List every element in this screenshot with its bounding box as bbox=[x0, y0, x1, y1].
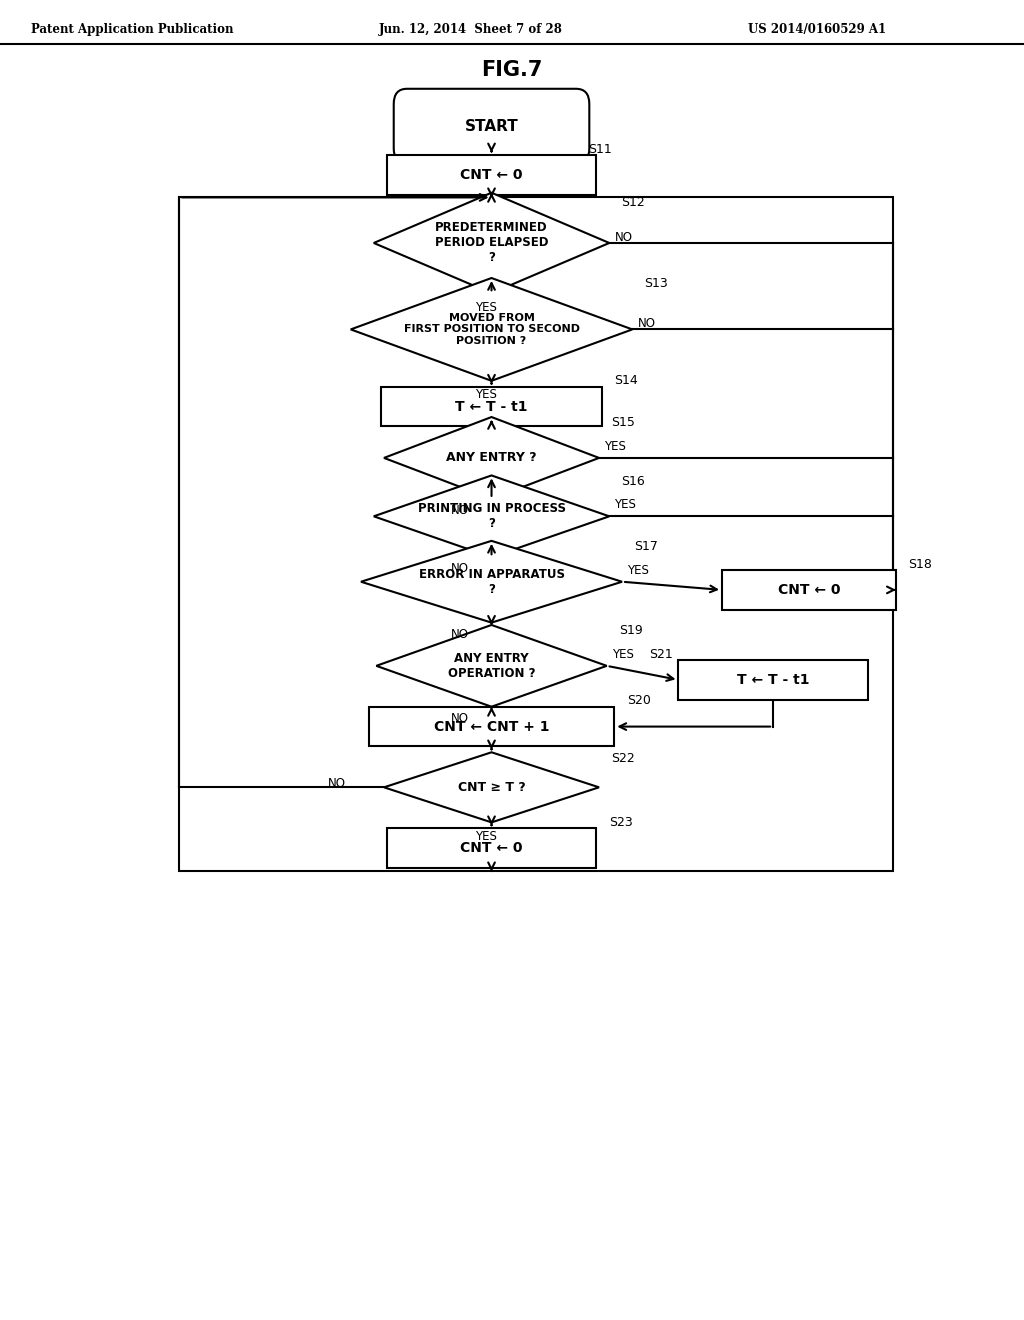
Text: YES: YES bbox=[627, 564, 649, 577]
Text: S22: S22 bbox=[611, 751, 635, 764]
Polygon shape bbox=[384, 752, 599, 822]
Text: CNT ← 0: CNT ← 0 bbox=[460, 168, 523, 182]
Bar bbox=[678, 660, 867, 700]
Text: NO: NO bbox=[451, 711, 469, 725]
Text: CNT ≥ T ?: CNT ≥ T ? bbox=[458, 781, 525, 793]
Polygon shape bbox=[374, 475, 609, 557]
Text: S20: S20 bbox=[627, 694, 650, 708]
FancyBboxPatch shape bbox=[393, 88, 589, 164]
Text: Patent Application Publication: Patent Application Publication bbox=[31, 22, 233, 36]
Text: ERROR IN APPARATUS
?: ERROR IN APPARATUS ? bbox=[419, 568, 564, 595]
Text: YES: YES bbox=[475, 301, 498, 314]
Text: MOVED FROM
FIRST POSITION TO SECOND
POSITION ?: MOVED FROM FIRST POSITION TO SECOND POSI… bbox=[403, 313, 580, 346]
Text: YES: YES bbox=[614, 498, 636, 511]
Text: PRINTING IN PROCESS
?: PRINTING IN PROCESS ? bbox=[418, 503, 565, 531]
Text: S19: S19 bbox=[618, 624, 643, 638]
Text: YES: YES bbox=[604, 440, 626, 453]
Text: S16: S16 bbox=[622, 475, 645, 488]
Text: FIG.7: FIG.7 bbox=[481, 61, 543, 81]
Text: S18: S18 bbox=[908, 558, 932, 570]
Bar bbox=[381, 387, 602, 426]
Text: S17: S17 bbox=[634, 540, 658, 553]
Text: YES: YES bbox=[475, 388, 498, 401]
Text: S23: S23 bbox=[608, 816, 633, 829]
Bar bbox=[387, 156, 596, 195]
Text: YES: YES bbox=[475, 830, 498, 843]
Text: Jun. 12, 2014  Sheet 7 of 28: Jun. 12, 2014 Sheet 7 of 28 bbox=[379, 22, 563, 36]
Polygon shape bbox=[384, 417, 599, 499]
Text: YES: YES bbox=[612, 648, 634, 660]
Text: S13: S13 bbox=[645, 277, 669, 290]
Polygon shape bbox=[360, 541, 622, 623]
Text: S14: S14 bbox=[614, 375, 638, 387]
Polygon shape bbox=[350, 279, 632, 380]
Text: US 2014/0160529 A1: US 2014/0160529 A1 bbox=[748, 22, 886, 36]
Text: NO: NO bbox=[451, 562, 469, 576]
Text: S12: S12 bbox=[622, 195, 645, 209]
Text: START: START bbox=[465, 119, 518, 133]
Text: S15: S15 bbox=[611, 416, 635, 429]
Bar bbox=[387, 828, 596, 869]
Text: ANY ENTRY
OPERATION ?: ANY ENTRY OPERATION ? bbox=[447, 652, 536, 680]
Text: NO: NO bbox=[451, 504, 469, 517]
Text: NO: NO bbox=[637, 317, 655, 330]
Text: CNT ← 0: CNT ← 0 bbox=[777, 583, 841, 597]
Text: T ← T - t1: T ← T - t1 bbox=[456, 400, 527, 413]
Text: S21: S21 bbox=[649, 648, 674, 660]
Text: PREDETERMINED
PERIOD ELAPSED
?: PREDETERMINED PERIOD ELAPSED ? bbox=[435, 222, 548, 264]
Bar bbox=[369, 706, 614, 746]
Text: T ← T - t1: T ← T - t1 bbox=[737, 673, 809, 686]
Text: NO: NO bbox=[328, 777, 346, 791]
Bar bbox=[722, 570, 896, 610]
Text: ANY ENTRY ?: ANY ENTRY ? bbox=[446, 451, 537, 465]
Text: S11: S11 bbox=[588, 143, 612, 156]
Text: CNT ← 0: CNT ← 0 bbox=[460, 841, 523, 855]
Bar bbox=[179, 198, 893, 871]
Polygon shape bbox=[374, 193, 609, 293]
Text: NO: NO bbox=[451, 628, 469, 640]
Text: CNT ← CNT + 1: CNT ← CNT + 1 bbox=[434, 719, 549, 734]
Polygon shape bbox=[377, 624, 606, 706]
Text: NO: NO bbox=[614, 231, 633, 244]
